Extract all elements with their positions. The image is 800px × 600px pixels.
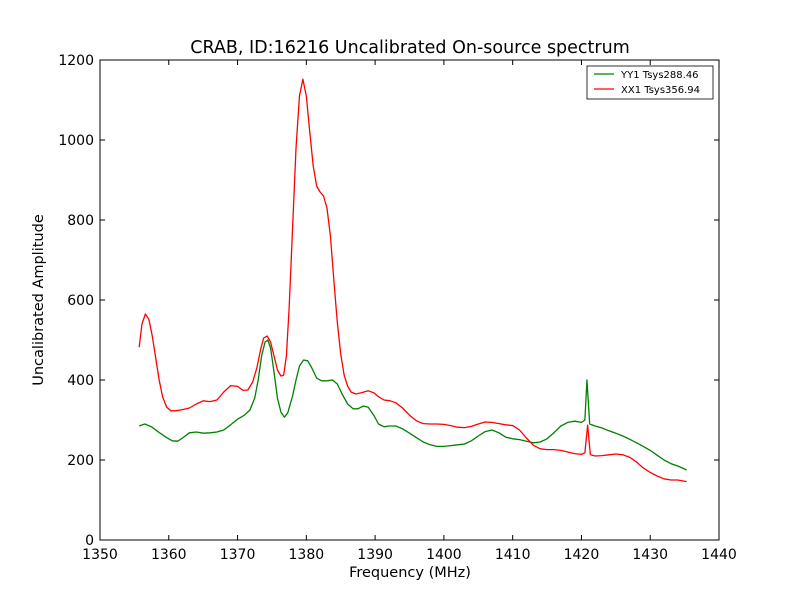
x-tick-label: 1420 <box>564 547 600 563</box>
x-tick-label: 1440 <box>701 547 737 563</box>
y-tick-label: 200 <box>67 453 94 469</box>
x-tick-label: 1430 <box>632 547 668 563</box>
legend: YY1 Tsys288.46 XX1 Tsys356.94 <box>586 65 714 100</box>
legend-box <box>586 65 714 100</box>
legend-entry-yy1: YY1 Tsys288.46 <box>620 70 699 81</box>
x-tick-label: 1410 <box>495 547 531 563</box>
x-tick-label: 1350 <box>82 547 118 563</box>
y-axis: 0 200 400 600 800 1000 1200 <box>58 53 719 549</box>
x-axis: 1350 1360 1370 1380 1390 1400 1410 1420 1430 1440 <box>82 60 737 563</box>
y-tick-label: 1200 <box>58 53 94 69</box>
x-tick-label: 1400 <box>426 547 462 563</box>
y-tick-label: 400 <box>67 373 94 389</box>
series-layer <box>138 78 687 483</box>
x-tick-label: 1390 <box>357 547 393 563</box>
y-tick-label: 800 <box>67 213 94 229</box>
x-tick-label: 1380 <box>289 547 325 563</box>
y-axis-label: Uncalibrated Amplitude <box>31 214 47 386</box>
x-tick-label: 1360 <box>151 547 187 563</box>
chart-title: CRAB, ID:16216 Uncalibrated On-source sp… <box>190 38 630 58</box>
x-tick-label: 1370 <box>220 547 256 563</box>
x-axis-label: Frequency (MHz) <box>349 565 471 581</box>
legend-entry-xx1: XX1 Tsys356.94 <box>621 85 700 96</box>
y-tick-label: 1000 <box>58 133 94 149</box>
series-line-xx1 <box>138 78 687 483</box>
series-line-yy1 <box>138 339 687 471</box>
y-tick-label: 600 <box>67 293 94 309</box>
y-tick-label: 0 <box>85 533 94 549</box>
